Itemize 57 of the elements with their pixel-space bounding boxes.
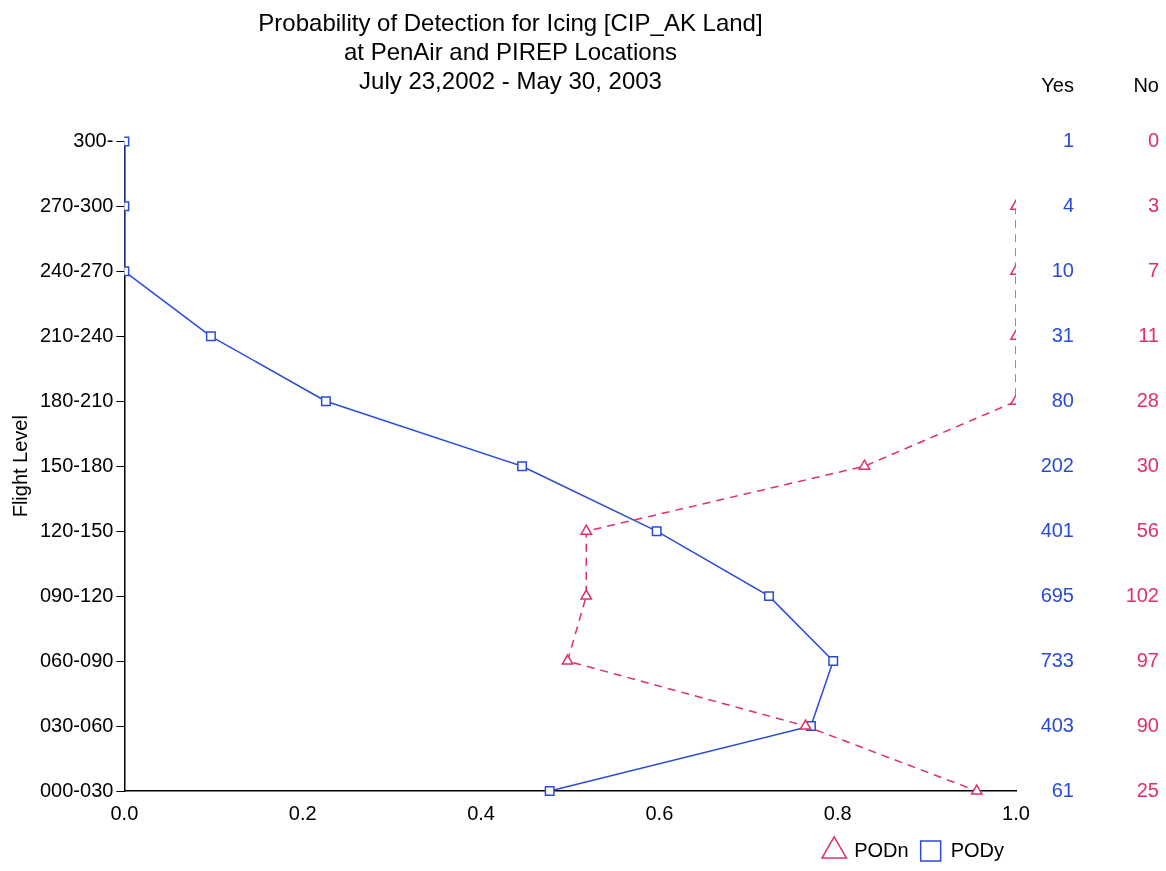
text: 11	[1138, 323, 1159, 346]
text: 97	[1136, 648, 1159, 671]
point	[580, 524, 593, 535]
text: 28	[1136, 388, 1159, 411]
point	[828, 656, 839, 667]
x-tick-label: 1.0	[1002, 801, 1030, 824]
text: Yes	[1041, 73, 1074, 96]
text: 7	[1147, 258, 1159, 281]
chart-title: Probability of Detection for Icing [CIP_AK Land] at PenAir and PIREP Locations July 23,2002 - May 30, 2003	[258, 9, 763, 94]
point	[544, 786, 555, 796]
y-tick-label: 150-180	[39, 453, 114, 476]
x-tick-label: 0.0	[110, 801, 139, 824]
y-tick-label: 240-270	[39, 258, 114, 281]
text: 3	[1147, 193, 1159, 216]
point	[970, 784, 983, 795]
y-tick-label: 300-	[73, 128, 114, 151]
y-tick-label: 060-090	[39, 648, 114, 671]
text: 10	[1051, 258, 1074, 281]
text: 90	[1136, 713, 1159, 736]
y-tick-label: 030-060	[39, 713, 114, 736]
y-tick-label: 210-240	[39, 323, 114, 346]
text: 102	[1125, 583, 1159, 606]
text: 695	[1040, 583, 1074, 606]
point	[799, 719, 812, 730]
legend-label: PODn	[854, 838, 909, 861]
x-tick-label: 0.2	[288, 801, 317, 824]
text: 403	[1040, 713, 1074, 736]
text: 0	[1147, 128, 1159, 151]
text: 4	[1062, 193, 1074, 216]
point	[764, 591, 775, 602]
text: No	[1133, 73, 1159, 96]
text: 30	[1136, 453, 1159, 476]
text: 202	[1040, 453, 1074, 476]
text: 56	[1136, 518, 1159, 541]
y-axis-title: Flight Level	[8, 415, 31, 518]
legend-label: PODy	[950, 838, 1004, 861]
point	[651, 526, 662, 537]
point	[561, 654, 574, 665]
point	[858, 459, 871, 470]
y-tick-label: 000-030	[39, 778, 114, 801]
y-tick-label: 180-210	[39, 388, 114, 411]
point	[320, 396, 331, 407]
y-tick-label: 120-150	[39, 518, 114, 541]
text: 25	[1136, 778, 1159, 801]
x-tick-label: 0.6	[645, 801, 674, 824]
x-tick-label: 0.8	[823, 801, 852, 824]
text: 31	[1051, 323, 1074, 346]
y-tick-label: 090-120	[39, 583, 114, 606]
point	[580, 589, 593, 600]
point	[517, 461, 528, 472]
text: 733	[1040, 648, 1074, 671]
y-tick-label: 270-300	[39, 193, 114, 216]
text: 401	[1040, 518, 1074, 541]
text: 61	[1051, 778, 1074, 801]
text: 1	[1062, 128, 1074, 151]
x-tick-label: 0.4	[467, 801, 495, 824]
text: 80	[1051, 388, 1074, 411]
